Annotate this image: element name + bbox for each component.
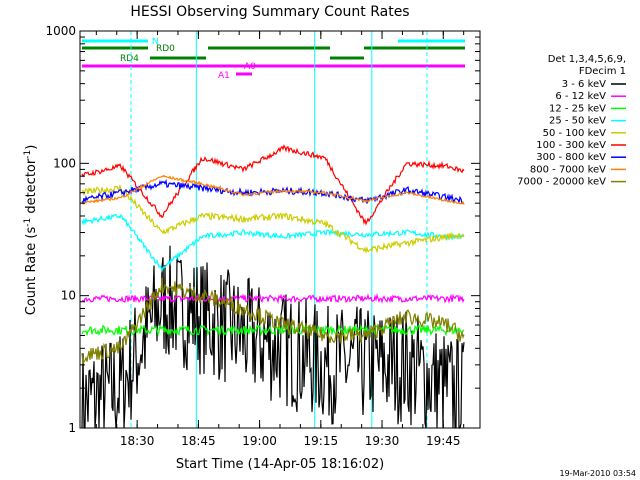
x-tick-label: 19:45 — [426, 434, 461, 448]
series-line-7 — [81, 174, 465, 205]
series-line-2 — [81, 323, 465, 337]
legend-label: 50 - 100 keV — [543, 128, 607, 139]
series-line-5 — [81, 144, 465, 226]
series-line-4 — [81, 183, 465, 255]
legend-label: 25 - 50 keV — [549, 116, 606, 127]
y-axis-label-part3: ) — [24, 145, 39, 150]
x-tick-label: 18:45 — [181, 434, 216, 448]
chart-title: HESSI Observing Summary Count Rates — [130, 4, 409, 20]
y-tick-label: 1 — [68, 421, 76, 435]
x-tick-label: 19:30 — [365, 434, 400, 448]
x-tick-label: 19:15 — [304, 434, 339, 448]
x-axis: 18:30 18:45 19:00 19:15 19:30 19:45 — [95, 31, 465, 448]
legend-header: FDecim 1 — [579, 66, 626, 77]
y-tick-label: 1000 — [45, 24, 76, 38]
legend-label: 3 - 6 keV — [562, 79, 606, 90]
y-tick-label: 100 — [53, 156, 76, 170]
timestamp: 19-Mar-2010 03:54 — [560, 469, 637, 478]
x-tick-label: 18:30 — [120, 434, 155, 448]
legend-header: Det 1,3,4,5,6,9, — [548, 54, 626, 65]
y-axis-label-sup2: -1 — [23, 150, 33, 159]
flag-label: A0 — [244, 62, 256, 72]
y-axis-label: Count Rate (s-1 detector-1) — [23, 145, 39, 316]
series-line-3 — [81, 213, 465, 274]
y-axis-label-part2: detector — [24, 158, 39, 218]
y-tick-label: 10 — [61, 289, 76, 303]
series-group — [81, 144, 465, 429]
flag-label: A1 — [218, 71, 230, 81]
flag-label: RD4 — [120, 54, 139, 64]
x-tick-label: 19:00 — [242, 434, 277, 448]
series-line-1 — [81, 293, 465, 305]
legend-label: 300 - 800 keV — [536, 152, 606, 163]
flag-label: RD0 — [156, 44, 175, 54]
y-axis: 1 10 100 1000 — [45, 24, 480, 435]
y-axis-label-sup1: -1 — [23, 218, 33, 227]
legend-label: 7000 - 20000 keV — [517, 177, 606, 188]
flag-label: N — [152, 37, 159, 47]
x-axis-label: Start Time (14-Apr-05 18:16:02) — [176, 457, 384, 472]
series-line-0 — [81, 245, 465, 429]
legend-label: 12 - 25 keV — [549, 103, 606, 114]
y-axis-label-part1: Count Rate (s — [24, 227, 39, 316]
legend-label: 100 - 300 keV — [536, 140, 606, 151]
series-line-8 — [81, 277, 465, 364]
legend-label: 6 - 12 keV — [555, 91, 606, 102]
legend-label: 800 - 7000 keV — [530, 164, 606, 175]
